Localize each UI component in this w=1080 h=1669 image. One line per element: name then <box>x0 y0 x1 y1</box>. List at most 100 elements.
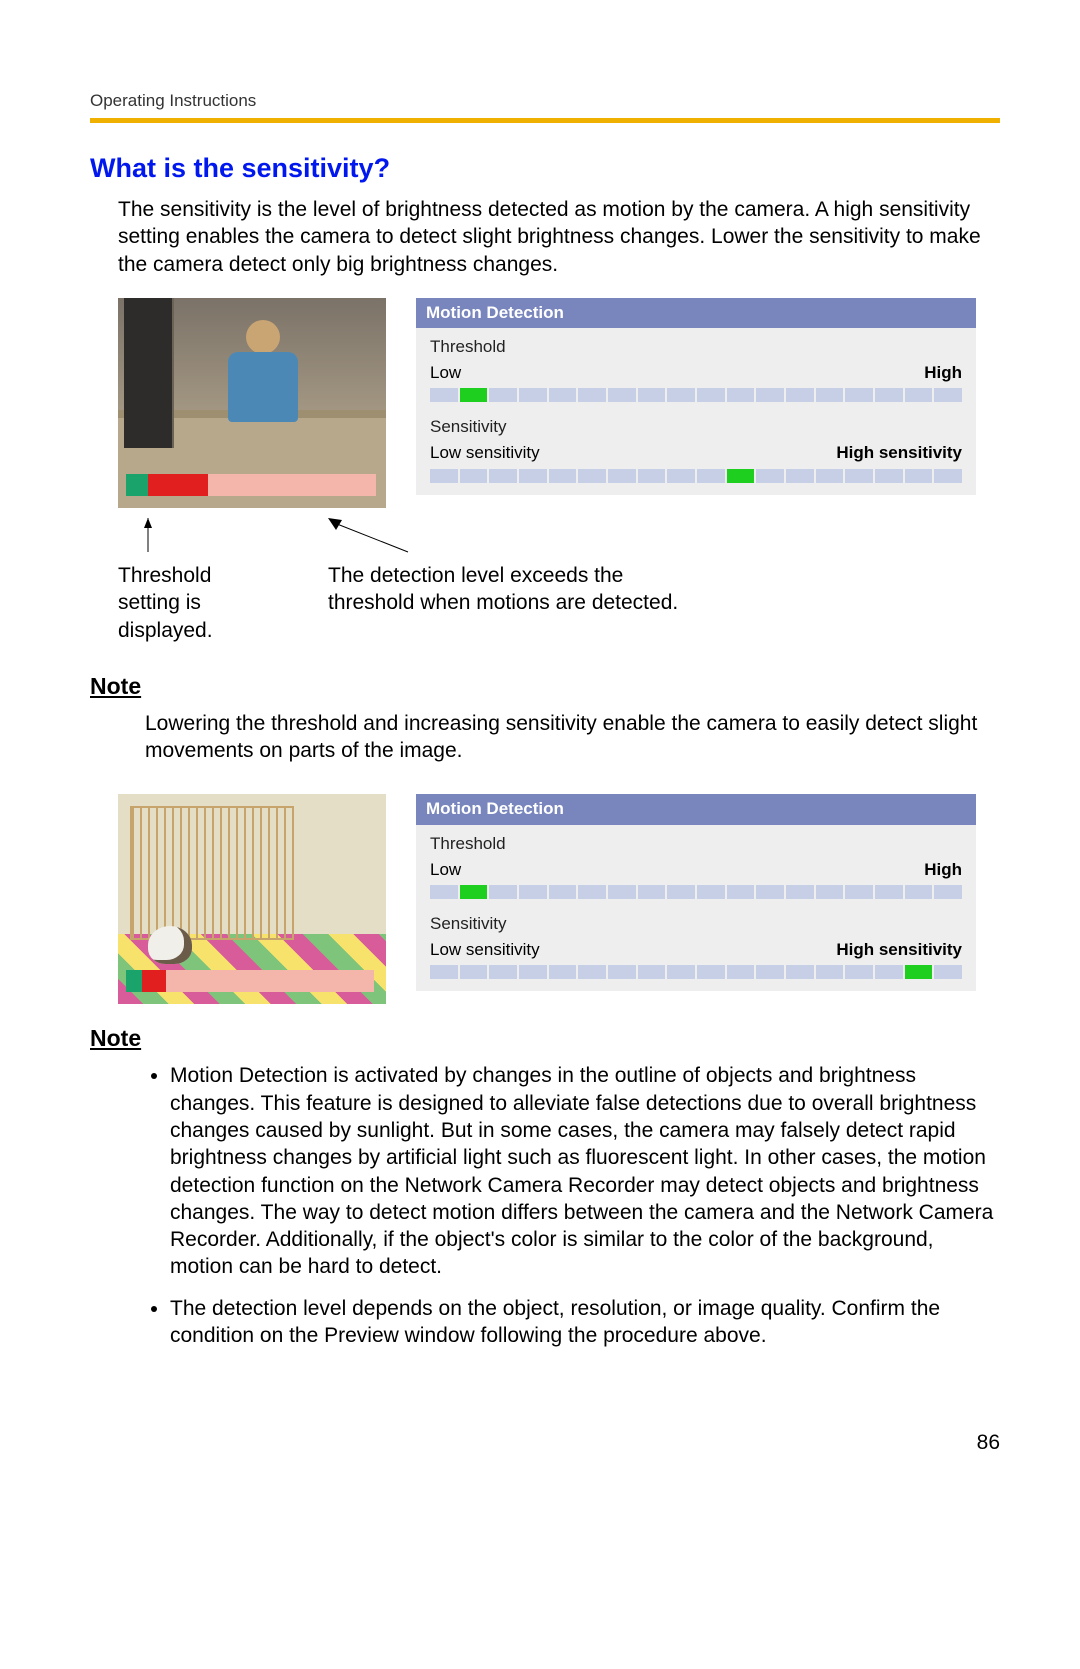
slider-cell[interactable] <box>786 965 814 979</box>
slider-cell[interactable] <box>845 469 873 483</box>
slider-cell[interactable] <box>875 388 903 402</box>
slider-cell[interactable] <box>638 885 666 899</box>
slider-cell[interactable] <box>756 885 784 899</box>
slider-cell[interactable] <box>845 965 873 979</box>
threshold-slider-2[interactable] <box>416 885 976 905</box>
slider-cell[interactable] <box>519 388 547 402</box>
slider-cell[interactable] <box>549 469 577 483</box>
sensitivity-scale: Low sensitivity High sensitivity <box>416 939 976 965</box>
slider-cell[interactable] <box>697 469 725 483</box>
callout-detection-text: The detection level exceeds the threshol… <box>328 564 678 614</box>
slider-cell[interactable] <box>816 885 844 899</box>
slider-cell[interactable] <box>756 469 784 483</box>
slider-cell[interactable] <box>756 965 784 979</box>
slider-cell[interactable] <box>727 388 755 402</box>
slider-cell[interactable] <box>489 965 517 979</box>
slider-cell[interactable] <box>905 388 933 402</box>
sensitivity-slider-1[interactable] <box>416 469 976 489</box>
slider-cell[interactable] <box>905 469 933 483</box>
slider-cell[interactable] <box>875 965 903 979</box>
slider-cell[interactable] <box>845 388 873 402</box>
note2-heading: Note <box>90 1024 1000 1054</box>
slider-cell[interactable] <box>638 469 666 483</box>
slider-cell[interactable] <box>549 388 577 402</box>
slider-cell[interactable] <box>578 965 606 979</box>
slider-cell[interactable] <box>667 469 695 483</box>
slider-cell[interactable] <box>786 469 814 483</box>
slider-cell[interactable] <box>816 469 844 483</box>
slider-cell[interactable] <box>460 965 488 979</box>
slider-cell[interactable] <box>727 469 755 483</box>
slider-cell[interactable] <box>638 965 666 979</box>
slider-cell[interactable] <box>489 469 517 483</box>
slider-cell[interactable] <box>697 388 725 402</box>
sensitivity-low: Low sensitivity <box>430 939 540 961</box>
intro-paragraph: The sensitivity is the level of brightne… <box>118 196 1000 278</box>
slider-cell[interactable] <box>727 885 755 899</box>
callout-detection: The detection level exceeds the threshol… <box>328 518 688 644</box>
slider-cell[interactable] <box>934 388 962 402</box>
panel-title: Motion Detection <box>416 794 976 824</box>
slider-cell[interactable] <box>430 885 458 899</box>
motion-panel-2: Motion Detection Threshold Low High Sens… <box>416 794 976 990</box>
note1-heading: Note <box>90 672 1000 702</box>
slider-cell[interactable] <box>608 469 636 483</box>
example1-callouts: Threshold setting is displayed. The dete… <box>118 518 1000 644</box>
slider-cell[interactable] <box>489 885 517 899</box>
slider-cell[interactable] <box>875 885 903 899</box>
slider-cell[interactable] <box>905 965 933 979</box>
slider-cell[interactable] <box>697 965 725 979</box>
slider-cell[interactable] <box>430 965 458 979</box>
slider-cell[interactable] <box>816 965 844 979</box>
slider-cell[interactable] <box>578 388 606 402</box>
slider-cell[interactable] <box>875 469 903 483</box>
overlay-segment <box>126 970 142 992</box>
slider-cell[interactable] <box>489 388 517 402</box>
slider-cell[interactable] <box>727 965 755 979</box>
slider-cell[interactable] <box>934 965 962 979</box>
slider-cell[interactable] <box>934 885 962 899</box>
slider-cell[interactable] <box>845 885 873 899</box>
slider-cell[interactable] <box>905 885 933 899</box>
callout-threshold: Threshold setting is displayed. <box>118 518 268 644</box>
overlay-segment <box>208 474 376 496</box>
slider-cell[interactable] <box>638 388 666 402</box>
sensitivity-label: Sensitivity <box>416 408 976 442</box>
threshold-scale: Low High <box>416 362 976 388</box>
slider-cell[interactable] <box>667 885 695 899</box>
camera-preview-1 <box>118 298 386 508</box>
slider-cell[interactable] <box>608 885 636 899</box>
threshold-high: High <box>924 859 962 881</box>
slider-cell[interactable] <box>697 885 725 899</box>
slider-cell[interactable] <box>519 469 547 483</box>
slider-cell[interactable] <box>608 388 636 402</box>
slider-cell[interactable] <box>519 885 547 899</box>
slider-cell[interactable] <box>460 388 488 402</box>
note-bullet: The detection level depends on the objec… <box>170 1295 1000 1350</box>
slider-cell[interactable] <box>786 388 814 402</box>
slider-cell[interactable] <box>816 388 844 402</box>
slider-cell[interactable] <box>430 388 458 402</box>
threshold-slider-1[interactable] <box>416 388 976 408</box>
slider-cell[interactable] <box>519 965 547 979</box>
slider-cell[interactable] <box>786 885 814 899</box>
page-header: Operating Instructions <box>90 90 1000 123</box>
threshold-scale: Low High <box>416 859 976 885</box>
callout-threshold-text: Threshold setting is displayed. <box>118 564 213 642</box>
slider-cell[interactable] <box>608 965 636 979</box>
slider-cell[interactable] <box>549 965 577 979</box>
slider-cell[interactable] <box>460 469 488 483</box>
slider-cell[interactable] <box>430 469 458 483</box>
note2-list: Motion Detection is activated by changes… <box>140 1062 1000 1349</box>
slider-cell[interactable] <box>667 965 695 979</box>
sensitivity-slider-2[interactable] <box>416 965 976 985</box>
slider-cell[interactable] <box>549 885 577 899</box>
slider-cell[interactable] <box>578 469 606 483</box>
slider-cell[interactable] <box>756 388 784 402</box>
slider-cell[interactable] <box>460 885 488 899</box>
slider-cell[interactable] <box>667 388 695 402</box>
camera-preview-2 <box>118 794 386 1004</box>
slider-cell[interactable] <box>934 469 962 483</box>
section-title: What is the sensitivity? <box>90 151 1000 186</box>
slider-cell[interactable] <box>578 885 606 899</box>
